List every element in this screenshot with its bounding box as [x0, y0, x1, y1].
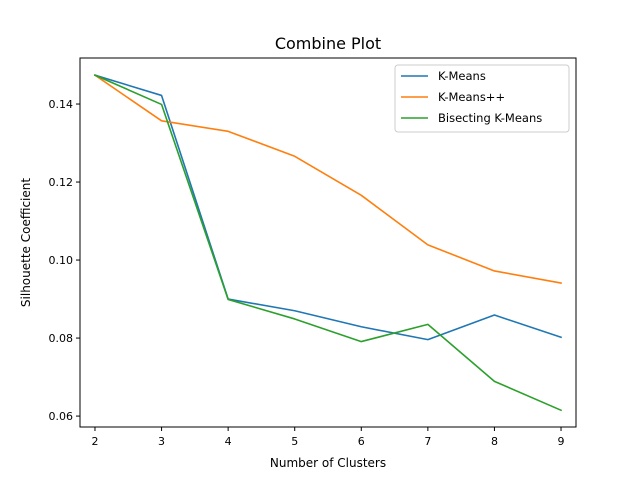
legend: K-Means K-Means++ Bisecting K-Means — [394, 64, 570, 133]
x-axis: 2 3 4 5 6 7 8 9 — [91, 427, 565, 448]
x-axis-label: Number of Clusters — [270, 456, 386, 470]
y-tick-label: 0.12 — [49, 176, 74, 189]
legend-box — [394, 64, 570, 133]
series-line-1 — [93, 74, 563, 341]
y-axis-label: Silhouette Coefficient — [19, 178, 33, 307]
x-tick-label: 6 — [358, 435, 365, 448]
y-tick-label: 0.08 — [49, 332, 74, 345]
legend-label: Bisecting K-Means — [438, 111, 542, 125]
x-tick-label: 5 — [291, 435, 298, 448]
x-tick-label: 9 — [558, 435, 565, 448]
x-tick-label: 8 — [491, 435, 498, 448]
y-axis: 0.06 0.08 0.10 0.12 0.14 — [49, 98, 80, 423]
series-line-3 — [93, 74, 563, 412]
plot-area — [79, 57, 577, 428]
y-tick-label: 0.06 — [49, 410, 74, 423]
x-tick-label: 2 — [91, 435, 98, 448]
x-tick-label: 7 — [424, 435, 431, 448]
legend-label: K-Means++ — [438, 90, 505, 104]
y-tick-label: 0.10 — [49, 254, 74, 267]
plot-frame — [79, 57, 577, 428]
x-tick-label: 4 — [225, 435, 232, 448]
legend-label: K-Means — [438, 69, 486, 83]
x-tick-label: 3 — [158, 435, 165, 448]
series-line-2 — [93, 74, 562, 285]
y-tick-label: 0.14 — [49, 98, 74, 111]
series-layer — [93, 74, 563, 412]
chart-title: Combine Plot — [275, 34, 381, 53]
